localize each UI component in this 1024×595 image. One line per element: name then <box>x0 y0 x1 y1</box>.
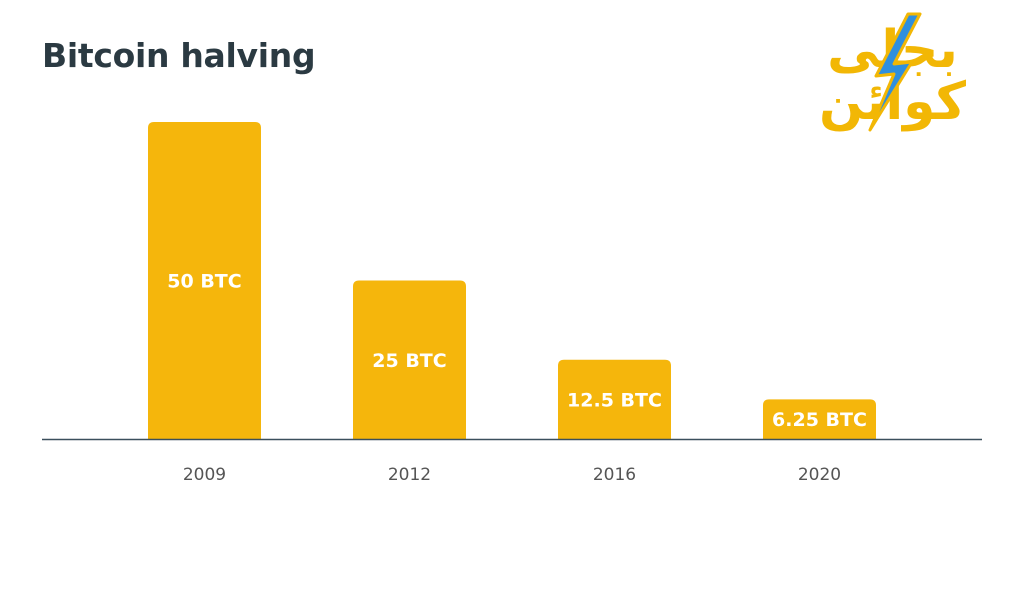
bar-2020 <box>763 399 876 439</box>
x-tick-label-2016: 2016 <box>593 465 636 485</box>
data-label-2016: 12.5 BTC <box>567 389 662 411</box>
bar-2012 <box>353 280 466 439</box>
x-tick-label-2009: 2009 <box>183 465 226 485</box>
bar-2009 <box>148 122 261 439</box>
brand-logo: بجلی کوائن <box>780 10 1005 135</box>
x-tick-label-2020: 2020 <box>798 465 841 485</box>
chart-title: Bitcoin halving <box>42 36 316 75</box>
bar-2016 <box>558 359 671 439</box>
x-tick-label-2012: 2012 <box>388 465 431 485</box>
data-label-2012: 25 BTC <box>372 350 446 372</box>
data-label-2020: 6.25 BTC <box>772 409 867 431</box>
lightning-bolt-icon <box>868 12 922 132</box>
data-label-2009: 50 BTC <box>167 271 241 293</box>
